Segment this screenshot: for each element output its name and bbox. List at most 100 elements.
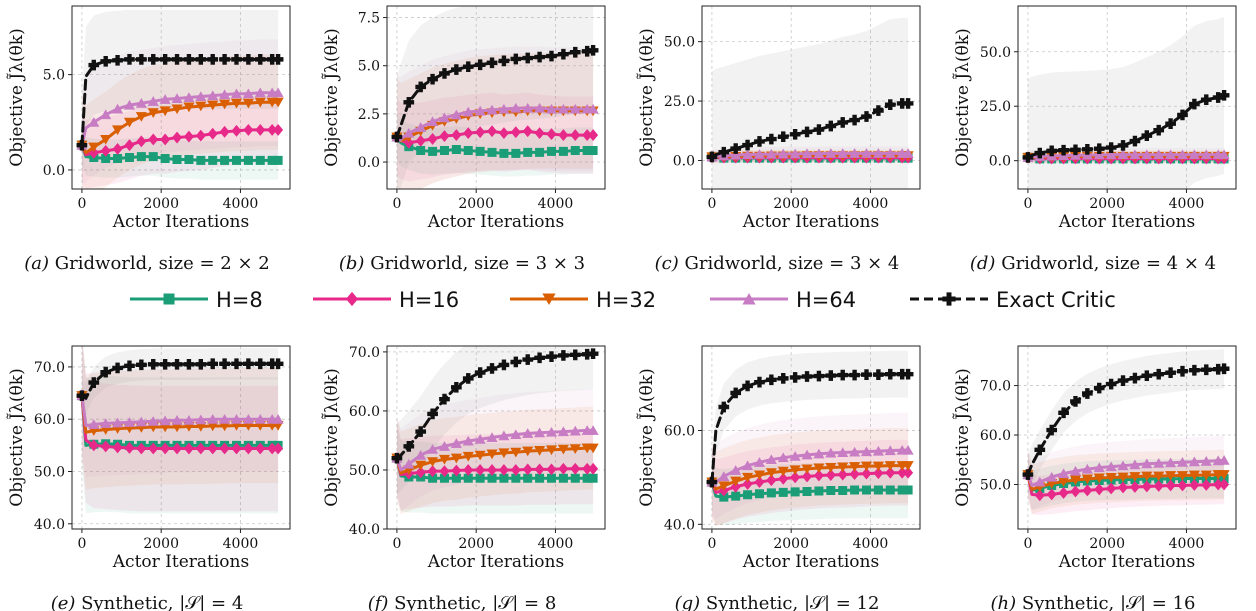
point-h64 [88, 117, 100, 127]
point-exact [391, 131, 403, 143]
point-h64 [498, 103, 510, 114]
point-h8 [588, 473, 598, 483]
point-h8 [802, 486, 812, 496]
point-h64 [112, 417, 124, 428]
point-h64 [498, 430, 510, 441]
legend-marker [742, 292, 756, 305]
y-axis-label: Objective J̃λ(θk) [322, 368, 342, 506]
point-exact [474, 367, 486, 378]
point-h32 [171, 104, 183, 115]
point-h64 [569, 103, 581, 114]
point-h32 [1117, 472, 1129, 483]
axes-frame [71, 5, 291, 190]
point-h64 [1081, 463, 1093, 474]
point-exact [474, 59, 486, 71]
point-h16 [1189, 479, 1200, 491]
point-h32 [730, 476, 742, 487]
point-h8 [850, 485, 860, 495]
series-h8 [707, 477, 913, 502]
legend-marker [163, 293, 175, 305]
point-h64 [557, 426, 569, 437]
point-h8 [160, 154, 170, 163]
point-h64 [587, 425, 599, 435]
point-exact [1129, 372, 1141, 384]
point-h64 [902, 444, 914, 455]
point-h64 [242, 413, 254, 424]
point-h32 [1129, 472, 1141, 482]
point-h16 [255, 123, 266, 136]
y-tick-label: 7.5 [358, 11, 380, 27]
point-h64 [1218, 149, 1230, 160]
point-h64 [1200, 149, 1212, 160]
legend-label: H=16 [399, 288, 459, 312]
point-h64 [789, 451, 801, 461]
point-h64 [545, 426, 558, 437]
axes-frame [1017, 345, 1237, 530]
point-h8 [558, 146, 568, 156]
point-h64 [813, 148, 825, 159]
y-tick-label: 40.0 [34, 517, 65, 533]
y-tick-label: 60.0 [34, 412, 65, 428]
point-h32 [860, 461, 873, 472]
band-h64 [81, 39, 279, 189]
point-exact [243, 358, 254, 370]
point-exact [451, 381, 462, 393]
chart-panel-a: 0 2000 4000 0.0 5.0 Actor Iterations Objective… [7, 5, 291, 274]
point-h64 [1117, 149, 1129, 160]
point-h64 [486, 104, 498, 115]
point-exact [1117, 140, 1129, 151]
y-tick-label: 2.5 [358, 107, 380, 123]
point-h64 [569, 425, 581, 436]
point-h16 [243, 123, 254, 136]
point-h64 [801, 148, 813, 159]
point-exact [1058, 407, 1069, 419]
point-exact [1034, 444, 1046, 456]
point-h8 [113, 154, 123, 163]
x-axis-label: Actor Iterations [1058, 552, 1195, 572]
point-h32 [462, 451, 474, 462]
point-h8 [499, 148, 509, 158]
y-tick-label: 25.0 [664, 94, 695, 110]
point-h32 [474, 450, 486, 461]
point-exact [207, 54, 219, 65]
point-exact [171, 358, 183, 370]
point-h32 [486, 449, 498, 460]
axes-frame [701, 5, 921, 190]
point-h16 [1153, 480, 1164, 492]
point-h16 [148, 442, 159, 455]
x-axis-label: Actor Iterations [427, 212, 564, 232]
point-h16 [439, 465, 450, 478]
series-h64 [391, 425, 599, 472]
plot-area [391, 346, 599, 515]
point-exact [1105, 142, 1117, 153]
x-tick-label: 2000 [143, 536, 179, 552]
point-h64 [100, 418, 112, 428]
point-h64 [427, 444, 439, 454]
point-exact [1165, 367, 1176, 379]
point-exact [219, 358, 230, 370]
chart-panel-e: 0 2000 4000 40.0 50.0 60.0 70.0 Actor Iteration… [7, 345, 291, 611]
point-h16 [1165, 479, 1176, 492]
point-exact [1177, 109, 1188, 121]
point-h64 [1176, 149, 1189, 160]
point-exact [534, 352, 545, 364]
y-tick-label: 40.0 [349, 522, 380, 538]
point-h32 [88, 142, 100, 153]
plot-area [391, 6, 599, 189]
point-h64 [112, 103, 124, 114]
series-h64 [391, 102, 599, 142]
chart-panel-d: 0 2000 4000 0.0 25.0 50.0 Actor Iterations Obje… [953, 5, 1237, 274]
point-exact [159, 358, 171, 370]
point-h64 [872, 445, 884, 456]
point-h64 [438, 112, 451, 123]
point-h16 [273, 442, 284, 455]
point-exact [136, 359, 147, 371]
point-h64 [765, 454, 777, 465]
point-exact [777, 373, 789, 384]
point-exact [88, 59, 100, 71]
plot-area [76, 346, 284, 514]
point-exact [415, 81, 427, 93]
point-h64 [486, 432, 498, 442]
point-h32 [534, 445, 546, 456]
y-axis-label: Objective J̃λ(θk) [637, 28, 657, 166]
